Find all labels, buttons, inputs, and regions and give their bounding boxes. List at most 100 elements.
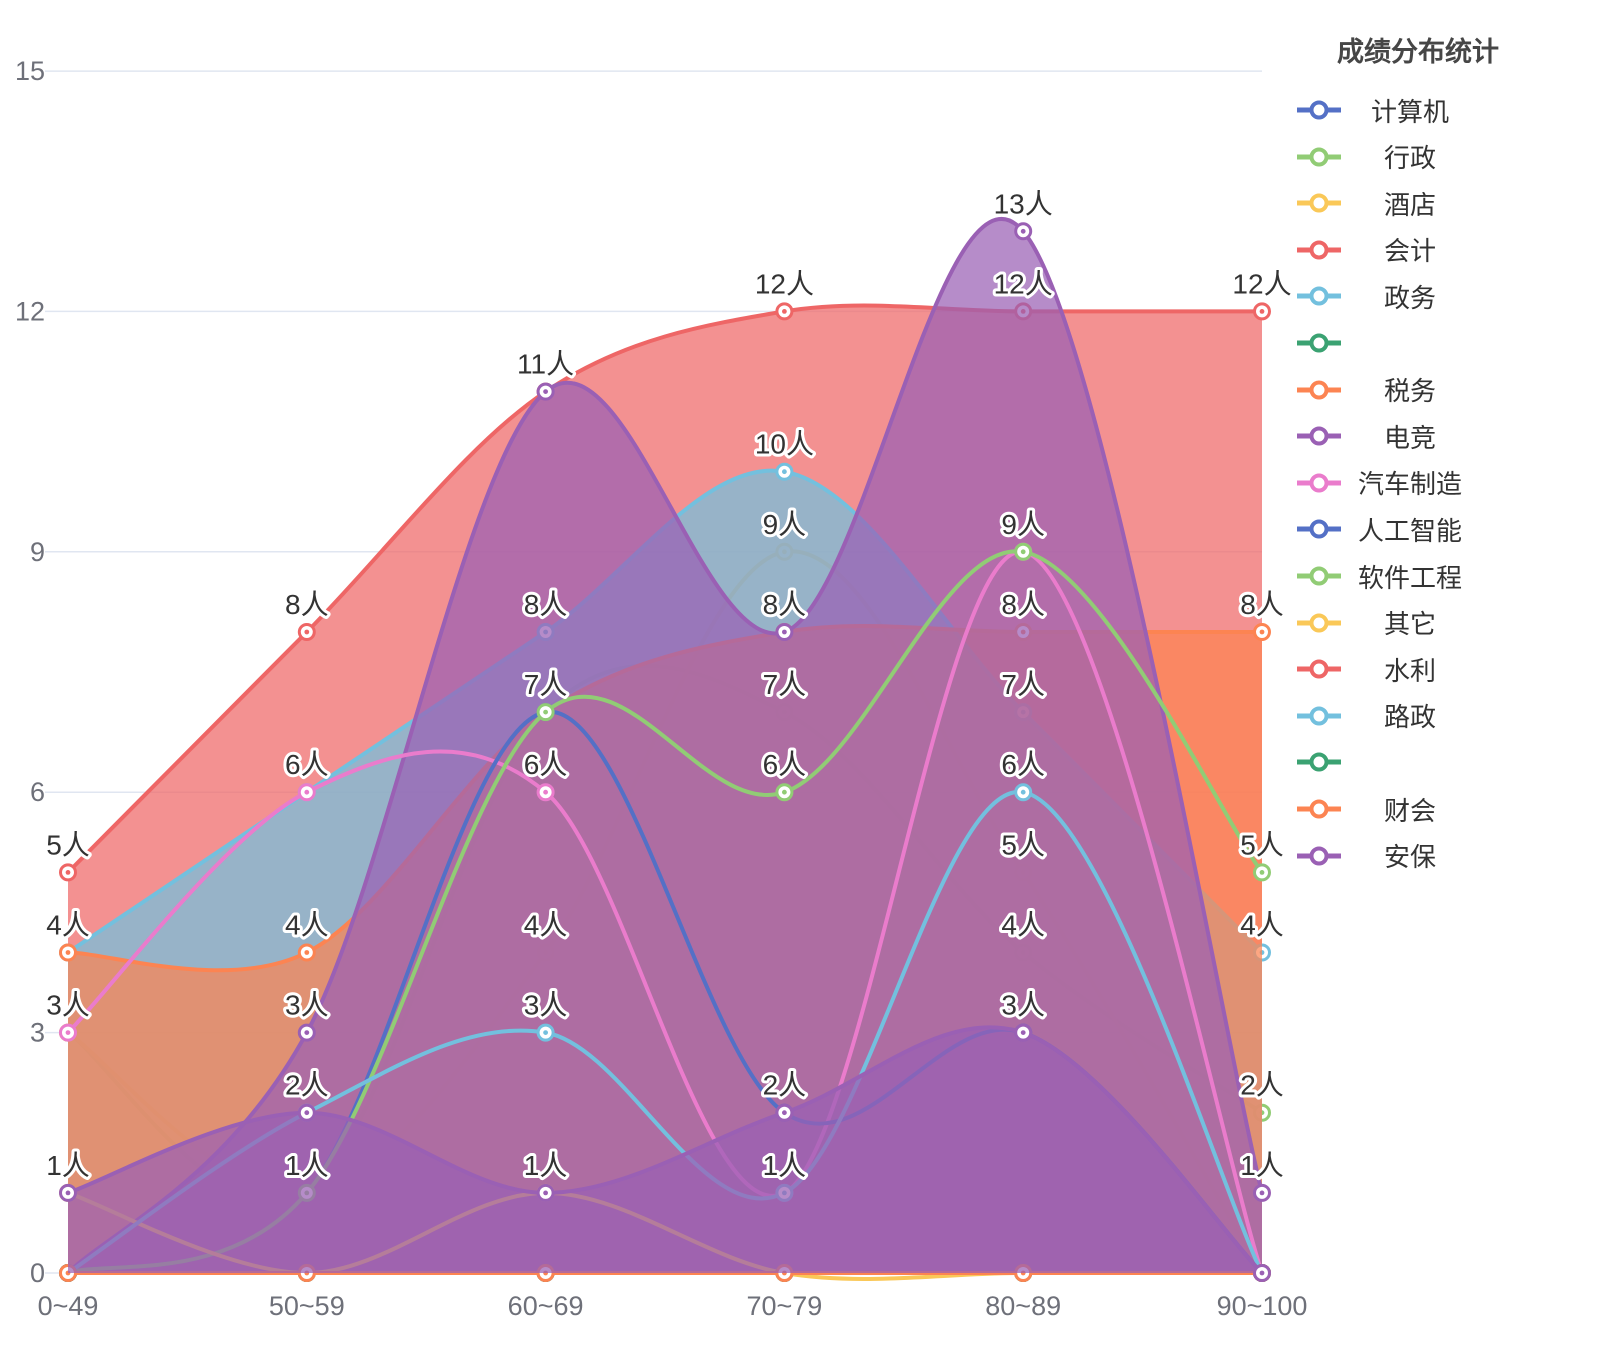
data-label-60~69-11: 11人 xyxy=(517,349,574,380)
data-point-dot xyxy=(1020,228,1026,234)
data-point-安保-0~49[interactable] xyxy=(59,1183,77,1202)
data-point-软件工程-80~89[interactable] xyxy=(1014,542,1033,561)
data-label-80~89-7: 7人 xyxy=(1001,669,1045,700)
series-安保 xyxy=(59,1023,1271,1282)
data-point-会计-50~59[interactable] xyxy=(297,623,316,641)
legend-item-政务[interactable]: 政务 xyxy=(1296,281,1470,313)
data-point-汽车制造-50~59[interactable] xyxy=(297,783,316,802)
data-point-dot xyxy=(1020,789,1026,795)
legend-item-人工智能[interactable]: 人工智能 xyxy=(1296,514,1470,546)
legend-item-其它[interactable]: 其它 xyxy=(1296,608,1470,639)
data-point-汽车制造-0~49[interactable] xyxy=(59,1023,77,1042)
data-label-50~59-4: 4人 xyxy=(285,910,329,941)
data-point-dot xyxy=(304,1030,310,1035)
legend-label: 人工智能 xyxy=(1357,515,1462,546)
legend-item-路政[interactable]: 路政 xyxy=(1296,701,1470,732)
legend-item-安保[interactable]: 安保 xyxy=(1296,841,1470,872)
data-point-路政-60~69[interactable] xyxy=(536,1023,555,1042)
legend-item-会计[interactable]: 会计 xyxy=(1296,235,1470,266)
data-point-软件工程-90~100[interactable] xyxy=(1253,863,1271,882)
legend-item-财会[interactable]: 财会 xyxy=(1296,794,1470,826)
data-label-90~100-2: 2人 xyxy=(1240,1070,1284,1101)
data-label-80~89-6: 6人 xyxy=(1001,749,1045,780)
data-point-会计-0~49[interactable] xyxy=(59,863,77,882)
data-point-安保-50~59[interactable] xyxy=(297,1103,316,1122)
data-point-会计-90~100[interactable] xyxy=(1253,302,1271,321)
legend-item-unnamed-5[interactable] xyxy=(1296,328,1470,358)
data-label-60~69-4: 4人 xyxy=(524,910,568,941)
data-label-80~89-12: 12人 xyxy=(994,268,1053,299)
data-label-80~89-4: 4人 xyxy=(1001,910,1045,941)
data-point-安保-80~89[interactable] xyxy=(1014,1023,1033,1042)
data-label-90~100-1: 1人 xyxy=(1240,1150,1284,1181)
data-label-80~89-5: 5人 xyxy=(1001,829,1045,860)
data-point-dot xyxy=(782,1110,787,1116)
data-point-dot xyxy=(304,1110,310,1116)
data-label-0~49-4: 4人 xyxy=(46,910,90,941)
legend-label: 电竞 xyxy=(1383,422,1436,453)
data-point-安保-90~100[interactable] xyxy=(1253,1264,1271,1282)
y-axis-tick-0: 0 xyxy=(30,1258,45,1288)
data-point-dot xyxy=(543,389,548,394)
data-point-电竞-90~100[interactable] xyxy=(1253,1183,1271,1202)
data-label-60~69-3: 3人 xyxy=(524,990,568,1021)
data-point-电竞-50~59[interactable] xyxy=(297,1023,316,1042)
其它-legend-line-icon xyxy=(1297,613,1341,633)
data-point-dot xyxy=(1259,309,1265,314)
data-point-dot xyxy=(1259,870,1265,875)
legend-item-税务[interactable]: 税务 xyxy=(1296,375,1470,406)
data-label-80~89-8: 8人 xyxy=(1001,589,1045,620)
legend-item-汽车制造[interactable]: 汽车制造 xyxy=(1296,468,1470,499)
税务-legend-line-icon xyxy=(1297,380,1341,400)
水利-legend-line-icon xyxy=(1297,659,1341,679)
data-point-税务-0~49[interactable] xyxy=(59,943,77,962)
data-label-70~79-6: 6人 xyxy=(763,749,807,780)
data-point-汽车制造-60~69[interactable] xyxy=(536,783,555,802)
data-point-dot xyxy=(65,950,71,955)
data-point-dot xyxy=(65,1030,71,1035)
安保-legend-line-icon xyxy=(1297,846,1341,866)
unnamed-legend-line-icon xyxy=(1297,752,1341,772)
data-point-软件工程-70~79[interactable] xyxy=(775,783,794,802)
data-label-70~79-9: 9人 xyxy=(763,509,807,540)
data-point-税务-50~59[interactable] xyxy=(297,943,316,962)
legend-item-unnamed-14[interactable] xyxy=(1296,747,1470,777)
data-label-70~79-2: 2人 xyxy=(763,1070,807,1101)
legend-item-水利[interactable]: 水利 xyxy=(1296,654,1470,686)
data-point-软件工程-60~69[interactable] xyxy=(536,703,555,722)
series-layer xyxy=(59,217,1271,1282)
legend-item-行政[interactable]: 行政 xyxy=(1296,142,1470,173)
legend-label: 税务 xyxy=(1383,376,1436,407)
计算机-legend-line-icon xyxy=(1297,100,1341,120)
data-label-70~79-7: 7人 xyxy=(763,669,807,700)
legend-item-计算机[interactable]: 计算机 xyxy=(1296,95,1470,127)
data-point-电竞-70~79[interactable] xyxy=(775,623,794,641)
legend-item-电竞[interactable]: 电竞 xyxy=(1296,421,1470,453)
series-line-电竞 xyxy=(66,217,1264,1275)
data-point-税务-90~100[interactable] xyxy=(1253,623,1271,641)
x-axis-label-60~69: 60~69 xyxy=(508,1291,584,1321)
软件工程-legend-line-icon xyxy=(1297,566,1341,586)
data-point-dot xyxy=(304,789,310,795)
legend-item-酒店[interactable]: 酒店 xyxy=(1296,188,1470,220)
data-point-会计-70~79[interactable] xyxy=(775,302,794,321)
data-point-电竞-80~89[interactable] xyxy=(1014,222,1033,241)
data-label-50~59-8: 8人 xyxy=(285,589,329,620)
路政-legend-line-icon xyxy=(1297,706,1341,726)
data-point-dot xyxy=(782,629,787,635)
data-point-政务-70~79[interactable] xyxy=(775,462,794,481)
data-point-安保-70~79[interactable] xyxy=(775,1103,794,1122)
legend-item-软件工程[interactable]: 软件工程 xyxy=(1296,561,1470,593)
data-point-dot xyxy=(1259,1270,1265,1276)
政务-legend-line-icon xyxy=(1297,286,1341,306)
data-point-安保-60~69[interactable] xyxy=(536,1183,555,1202)
data-point-电竞-60~69[interactable] xyxy=(536,382,555,401)
data-label-70~79-12: 12人 xyxy=(755,268,814,299)
data-label-80~89-9: 9人 xyxy=(1001,509,1045,540)
x-axis-label-70~79: 70~79 xyxy=(746,1291,822,1321)
data-label-0~49-5: 5人 xyxy=(46,829,90,860)
data-point-dot xyxy=(65,870,71,875)
财会-legend-line-icon xyxy=(1297,799,1341,819)
data-point-路政-80~89[interactable] xyxy=(1014,783,1033,802)
data-label-90~100-4: 4人 xyxy=(1240,910,1284,941)
